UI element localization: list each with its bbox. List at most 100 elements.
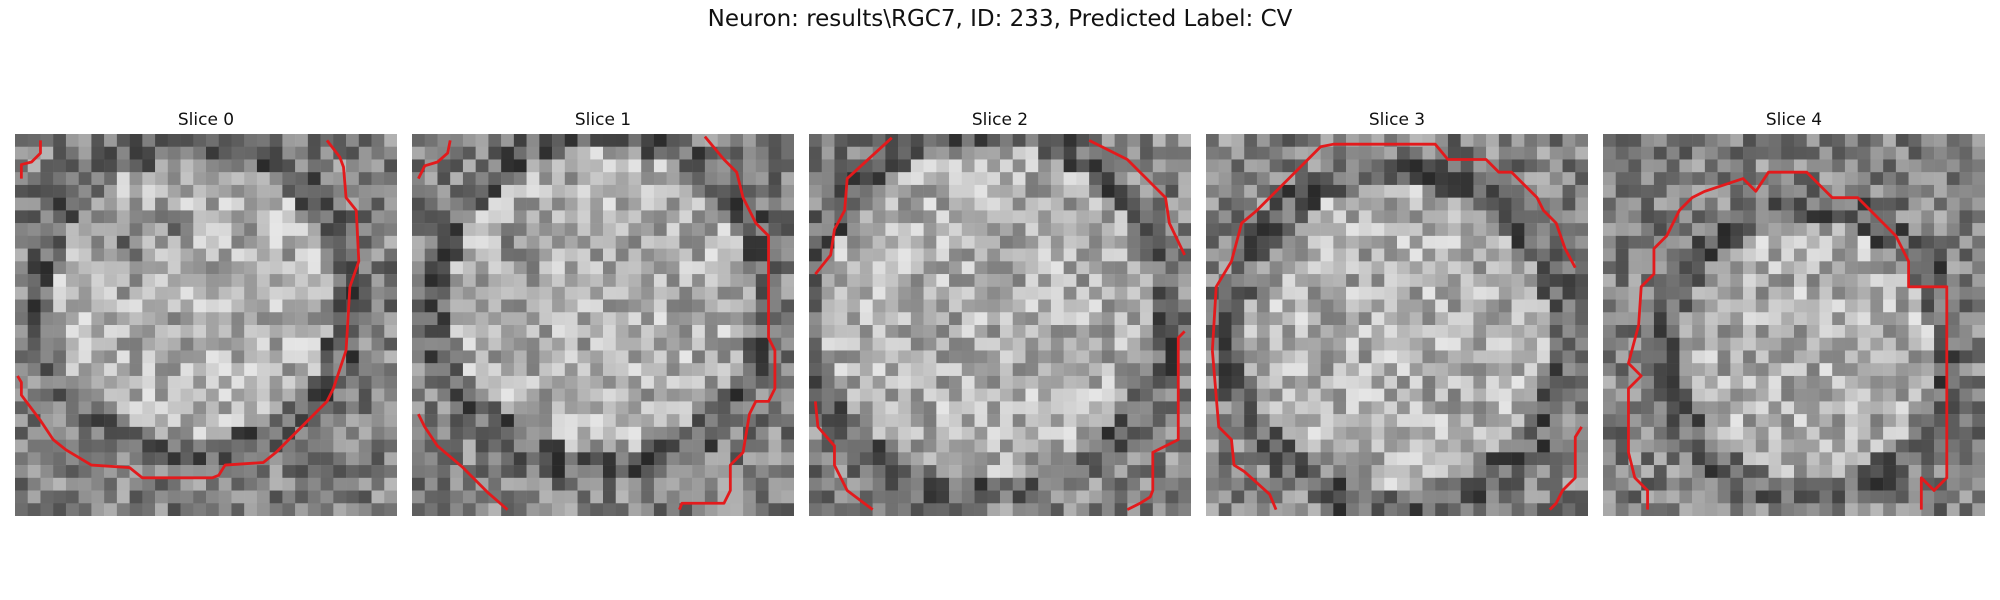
pixel <box>1206 223 1219 237</box>
pixel <box>910 503 924 516</box>
pixel <box>1101 375 1115 389</box>
pixel <box>1295 388 1309 402</box>
pixel <box>923 503 937 516</box>
pixel <box>577 439 591 453</box>
pixel <box>384 363 397 377</box>
pixel <box>809 274 822 288</box>
pixel <box>116 388 130 402</box>
pixel <box>244 426 258 440</box>
pixel <box>167 465 181 479</box>
pixel <box>1320 465 1334 479</box>
pixel <box>424 312 438 326</box>
pixel <box>1447 299 1461 313</box>
pixel <box>859 172 873 186</box>
pixel <box>513 439 527 453</box>
pixel <box>1256 452 1270 466</box>
pixel <box>180 452 194 466</box>
pixel <box>450 401 464 415</box>
pixel <box>1346 490 1360 504</box>
pixel <box>821 134 835 147</box>
pixel <box>1076 477 1090 491</box>
pixel <box>1282 312 1296 326</box>
pixel <box>755 363 769 377</box>
pixel <box>1511 312 1525 326</box>
pixel <box>1537 414 1551 428</box>
pixel <box>346 439 360 453</box>
pixel <box>142 363 156 377</box>
pixel <box>1089 401 1103 415</box>
pixel <box>437 248 451 262</box>
pixel <box>679 248 693 262</box>
pixel <box>1320 248 1334 262</box>
pixel <box>1641 223 1655 237</box>
pixel <box>155 465 169 479</box>
pixel <box>653 388 667 402</box>
pixel <box>231 172 245 186</box>
pixel <box>65 325 79 338</box>
pixel <box>437 503 451 516</box>
pixel <box>142 325 156 338</box>
pixel <box>564 388 578 402</box>
pixel <box>653 210 667 224</box>
pixel <box>834 235 848 249</box>
pixel <box>1946 337 1960 351</box>
pixel <box>1666 477 1680 491</box>
pixel <box>269 261 283 275</box>
pixel <box>1282 274 1296 288</box>
pixel <box>859 439 873 453</box>
pixel <box>1218 414 1232 428</box>
pixel <box>974 210 988 224</box>
pixel <box>1333 477 1347 491</box>
pixel <box>1832 388 1846 402</box>
pixel <box>180 465 194 479</box>
pixel <box>615 388 629 402</box>
pixel <box>526 197 540 211</box>
pixel <box>218 439 232 453</box>
pixel <box>1972 325 1985 338</box>
pixel <box>987 197 1001 211</box>
pixel <box>768 452 782 466</box>
pixel <box>1883 312 1897 326</box>
pixel <box>282 223 296 237</box>
pixel <box>1679 248 1693 262</box>
pixel <box>1244 375 1258 389</box>
pixel <box>679 184 693 198</box>
pixel <box>1768 159 1782 173</box>
pixel <box>1870 134 1884 147</box>
pixel <box>847 274 861 288</box>
pixel <box>1295 503 1309 516</box>
pixel <box>1908 146 1922 160</box>
pixel <box>1038 401 1052 415</box>
pixel <box>269 274 283 288</box>
pixel <box>513 210 527 224</box>
pixel <box>666 350 680 364</box>
pixel <box>27 299 41 313</box>
pixel <box>358 375 372 389</box>
pixel <box>1781 503 1795 516</box>
pixel <box>193 325 207 338</box>
pixel <box>78 414 92 428</box>
pixel <box>40 286 54 300</box>
pixel <box>231 197 245 211</box>
pixel <box>1140 286 1154 300</box>
pixel <box>949 388 963 402</box>
pixel <box>1819 401 1833 415</box>
pixel <box>1819 134 1833 147</box>
pixel <box>53 388 67 402</box>
pixel <box>1422 503 1436 516</box>
pixel <box>859 210 873 224</box>
pixel <box>936 363 950 377</box>
pixel <box>1025 197 1039 211</box>
pixel <box>1832 325 1846 338</box>
pixel <box>1806 261 1820 275</box>
pixel <box>1743 312 1757 326</box>
pixel <box>1921 172 1935 186</box>
pixel <box>1231 388 1245 402</box>
pixel <box>78 401 92 415</box>
pixel <box>155 235 169 249</box>
pixel <box>206 426 219 440</box>
pixel <box>809 312 822 326</box>
pixel <box>346 146 360 160</box>
pixel <box>539 210 553 224</box>
pixel <box>898 363 912 377</box>
